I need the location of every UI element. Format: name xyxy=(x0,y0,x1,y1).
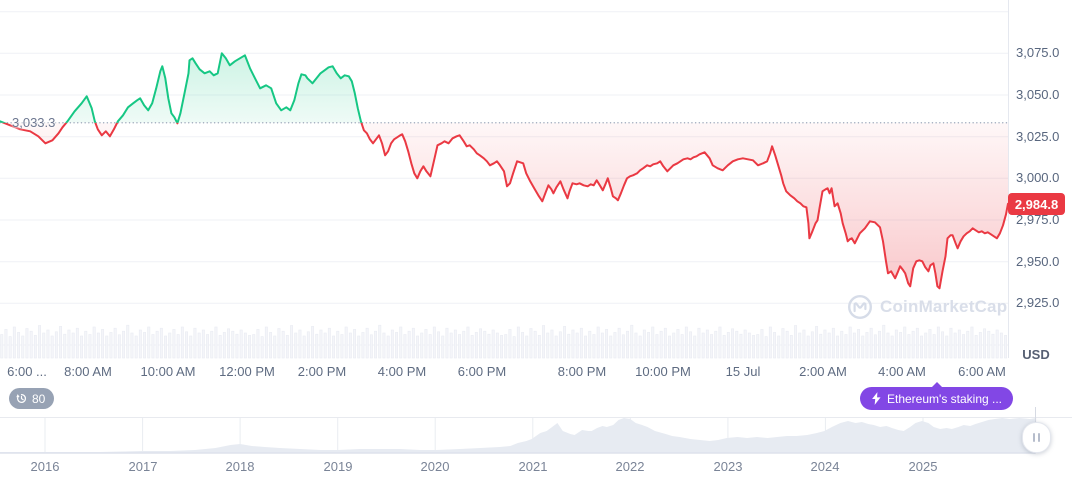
time-tick-label: 2:00 AM xyxy=(799,364,847,379)
current-price-badge: 2,984.8 xyxy=(1008,193,1065,215)
year-tick-label: 2025 xyxy=(908,459,938,474)
history-badge-value: 80 xyxy=(32,391,46,406)
navigator-edge-line xyxy=(1035,407,1036,424)
coinmarketcap-watermark: CoinMarketCap xyxy=(847,294,1007,320)
year-tick-label: 2021 xyxy=(518,459,548,474)
range-navigator[interactable] xyxy=(0,417,1072,458)
staking-news-pill[interactable]: Ethereum's staking ... xyxy=(860,382,1014,410)
year-tick-label: 2017 xyxy=(128,459,158,474)
time-tick-label: 4:00 PM xyxy=(377,364,427,379)
year-axis[interactable]: 2016 2017 2018 2019 2020 2021 2022 2023 2024 2025 xyxy=(0,459,1072,477)
time-axis[interactable]: 6:00 ... 8:00 AM 10:00 AM 12:00 PM 2:00 PM 4:… xyxy=(0,363,1008,380)
time-tick-label: 15 Jul xyxy=(725,364,761,379)
currency-label: USD xyxy=(1022,347,1050,362)
lightning-bolt-icon xyxy=(872,392,881,405)
price-tick-label: 3,000.0 xyxy=(1016,170,1060,185)
price-tick-label: 3,050.0 xyxy=(1016,87,1060,102)
price-chart-svg[interactable] xyxy=(0,0,1008,362)
year-tick-label: 2024 xyxy=(810,459,840,474)
year-tick-label: 2020 xyxy=(420,459,450,474)
time-tick-label: 4:00 AM xyxy=(878,364,926,379)
price-tick-label: 3,025.0 xyxy=(1016,129,1060,144)
price-tick-label: 2,975.0 xyxy=(1016,212,1060,227)
clock-history-icon xyxy=(16,393,27,403)
time-tick-label: 6:00 PM xyxy=(457,364,507,379)
watermark-text: CoinMarketCap xyxy=(880,297,1008,316)
year-tick-label: 2019 xyxy=(323,459,353,474)
year-tick-label: 2018 xyxy=(225,459,255,474)
time-tick-label: 12:00 PM xyxy=(219,364,275,379)
price-tick-label: 2,925.0 xyxy=(1016,295,1060,310)
price-axis[interactable]: 3,075.0 3,050.0 3,025.0 3,000.0 2,975.0 2,950… xyxy=(1009,0,1072,362)
year-tick-label: 2022 xyxy=(615,459,645,474)
year-tick-label: 2023 xyxy=(713,459,743,474)
time-tick-label: 8:00 PM xyxy=(557,364,607,379)
time-tick-label: 6:00 AM xyxy=(958,364,1006,379)
time-tick-label: 8:00 AM xyxy=(64,364,112,379)
coinmarketcap-logo-icon xyxy=(847,294,873,320)
price-axis-border xyxy=(1008,0,1009,358)
navigator-handle[interactable] xyxy=(1022,422,1051,453)
main-chart-area[interactable]: 3,033.3 CoinMarketCap xyxy=(0,0,1008,362)
news-pill-text: Ethereum's staking ... xyxy=(887,391,1003,406)
time-tick-label: 10:00 AM xyxy=(140,364,196,379)
grip-line xyxy=(1038,433,1040,442)
grip-line xyxy=(1033,433,1035,442)
time-tick-label: 2:00 PM xyxy=(297,364,347,379)
time-tick-label: 10:00 PM xyxy=(635,364,691,379)
price-tick-label: 3,075.0 xyxy=(1016,45,1060,60)
baseline-price-label: 3,033.3 xyxy=(12,115,56,130)
year-tick-label: 2016 xyxy=(30,459,60,474)
price-tick-label: 2,950.0 xyxy=(1016,254,1060,269)
history-badge[interactable]: 80 xyxy=(9,388,55,409)
navigator-chart-svg[interactable] xyxy=(0,417,1072,458)
time-tick-label: 6:00 ... xyxy=(7,364,47,379)
